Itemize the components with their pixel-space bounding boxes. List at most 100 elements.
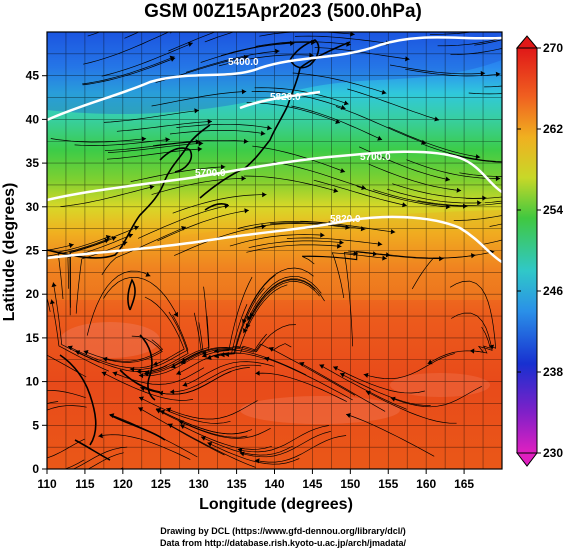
streamline-arrow: [169, 389, 175, 395]
streamline-arrow: [550, 170, 555, 175]
streamline-arrow: [32, 478, 37, 483]
streamline-arrow: [31, 478, 36, 483]
streamline: [182, 361, 274, 387]
streamline: [47, 389, 86, 399]
streamline: [319, 364, 407, 410]
streamline: [103, 110, 199, 123]
y-tick-label: 5: [32, 418, 39, 432]
x-tick-label: 125: [151, 477, 171, 491]
streamline: [179, 424, 272, 450]
streamline-arrow: [143, 371, 149, 377]
wind-streamlines: [31, 32, 561, 483]
streamline-arrow: [128, 233, 134, 239]
streamline-arrow: [539, 159, 543, 164]
streamline-arrow: [262, 192, 267, 198]
streamline-arrow: [243, 328, 248, 334]
streamline: [82, 56, 175, 85]
map-title: GSM 00Z15Apr2023 (500.0hPa): [144, 1, 422, 22]
streamline: [176, 123, 272, 129]
streamline: [155, 408, 248, 435]
streamline: [484, 85, 502, 88]
streamline-arrow: [337, 243, 342, 249]
streamline-arrow: [206, 354, 212, 360]
streamline: [82, 57, 176, 86]
streamline: [314, 47, 410, 60]
y-tick-label: 10: [26, 375, 40, 389]
streamline: [101, 42, 193, 77]
streamline-arrow: [220, 164, 226, 170]
streamline-arrow: [260, 130, 266, 136]
streamline-arrow: [156, 408, 161, 413]
contour-label: 5700.0: [360, 152, 391, 163]
streamline-arrow: [556, 185, 561, 190]
streamline-arrow: [456, 187, 462, 193]
streamline: [356, 185, 451, 208]
streamline: [72, 446, 128, 469]
y-axis: 0 5 10 15 20 25 30 35 40 45: [26, 69, 47, 476]
streamline-arrow: [382, 255, 387, 261]
streamline-arrow: [439, 256, 444, 262]
streamline: [60, 185, 155, 207]
colorbar-tick-label: 246: [543, 284, 563, 298]
y-tick-label: 40: [26, 112, 40, 126]
streamline: [243, 175, 339, 192]
coastlines: [47, 39, 351, 461]
credit-data: Data from http://database.rish.kyoto-u.a…: [159, 538, 407, 548]
streamline: [137, 205, 230, 239]
streamline-arrow: [361, 185, 367, 190]
streamline: [474, 39, 502, 46]
streamline-arrow: [134, 225, 139, 231]
streamline: [373, 189, 468, 207]
streamline: [248, 240, 344, 249]
streamline: [144, 296, 185, 366]
streamline: [169, 364, 262, 393]
streamline-arrow: [402, 202, 407, 208]
streamline-arrow: [434, 116, 440, 122]
streamline-arrow: [141, 136, 147, 142]
y-tick-label: 35: [26, 156, 40, 170]
streamline: [411, 251, 495, 290]
streamline: [143, 312, 202, 375]
x-tick-label: 140: [264, 477, 284, 491]
x-tick-label: 110: [37, 477, 57, 491]
lat-lon-grid: [46, 31, 503, 470]
streamline: [429, 32, 474, 35]
streamline-arrow: [340, 372, 345, 378]
streamline: [185, 50, 280, 73]
streamline: [75, 241, 128, 314]
y-tick-label: 0: [32, 462, 39, 476]
streamline-arrow: [145, 272, 151, 277]
streamline: [331, 252, 387, 299]
streamline: [468, 92, 502, 95]
streamline-arrow: [495, 175, 501, 182]
streamline: [67, 345, 160, 369]
streamline-arrow: [390, 229, 396, 235]
x-tick-label: 145: [302, 477, 322, 491]
streamline: [101, 371, 194, 401]
streamline: [459, 172, 502, 177]
streamline: [200, 436, 294, 456]
streamline: [83, 32, 170, 65]
streamline: [229, 234, 325, 247]
streamline: [345, 413, 435, 457]
height-contours: [47, 36, 502, 264]
streamline-arrow: [200, 436, 206, 441]
streamline: [339, 373, 431, 406]
streamline: [390, 385, 482, 408]
streamline-arrow: [194, 108, 199, 114]
streamline: [313, 179, 407, 206]
streamline-arrow: [198, 140, 204, 147]
streamline-arrow: [98, 433, 103, 439]
streamline-arrow: [49, 299, 55, 305]
streamline-arrow: [539, 34, 544, 39]
streamline-arrow: [68, 242, 74, 248]
streamline-arrow: [241, 175, 246, 181]
streamline: [47, 438, 85, 459]
streamline: [136, 311, 189, 372]
streamline-arrow: [339, 239, 344, 245]
streamline: [386, 188, 482, 204]
streamline: [152, 139, 249, 147]
streamline: [437, 37, 502, 47]
streamline: [347, 88, 440, 121]
streamline: [104, 141, 201, 152]
